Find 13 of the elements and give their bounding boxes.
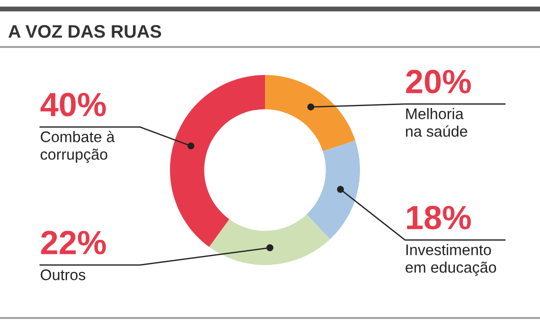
data-label: 40% <box>40 92 106 116</box>
data-label: 22% <box>41 230 106 254</box>
data-label: 18% <box>407 206 471 230</box>
donut-slice <box>209 214 330 265</box>
slice-label: Melhoria na saúde <box>406 108 468 137</box>
data-label: 20% <box>406 70 471 94</box>
donut-slice <box>170 75 265 247</box>
slice-label: Combate à corrupção <box>40 130 115 163</box>
slice-label: Investimento em educação <box>406 244 496 276</box>
donut-slice <box>306 140 360 240</box>
slice-label: Outros <box>40 269 86 280</box>
donut-slice <box>265 75 356 152</box>
chart-title: A VOZ DAS RUAS <box>8 25 162 38</box>
